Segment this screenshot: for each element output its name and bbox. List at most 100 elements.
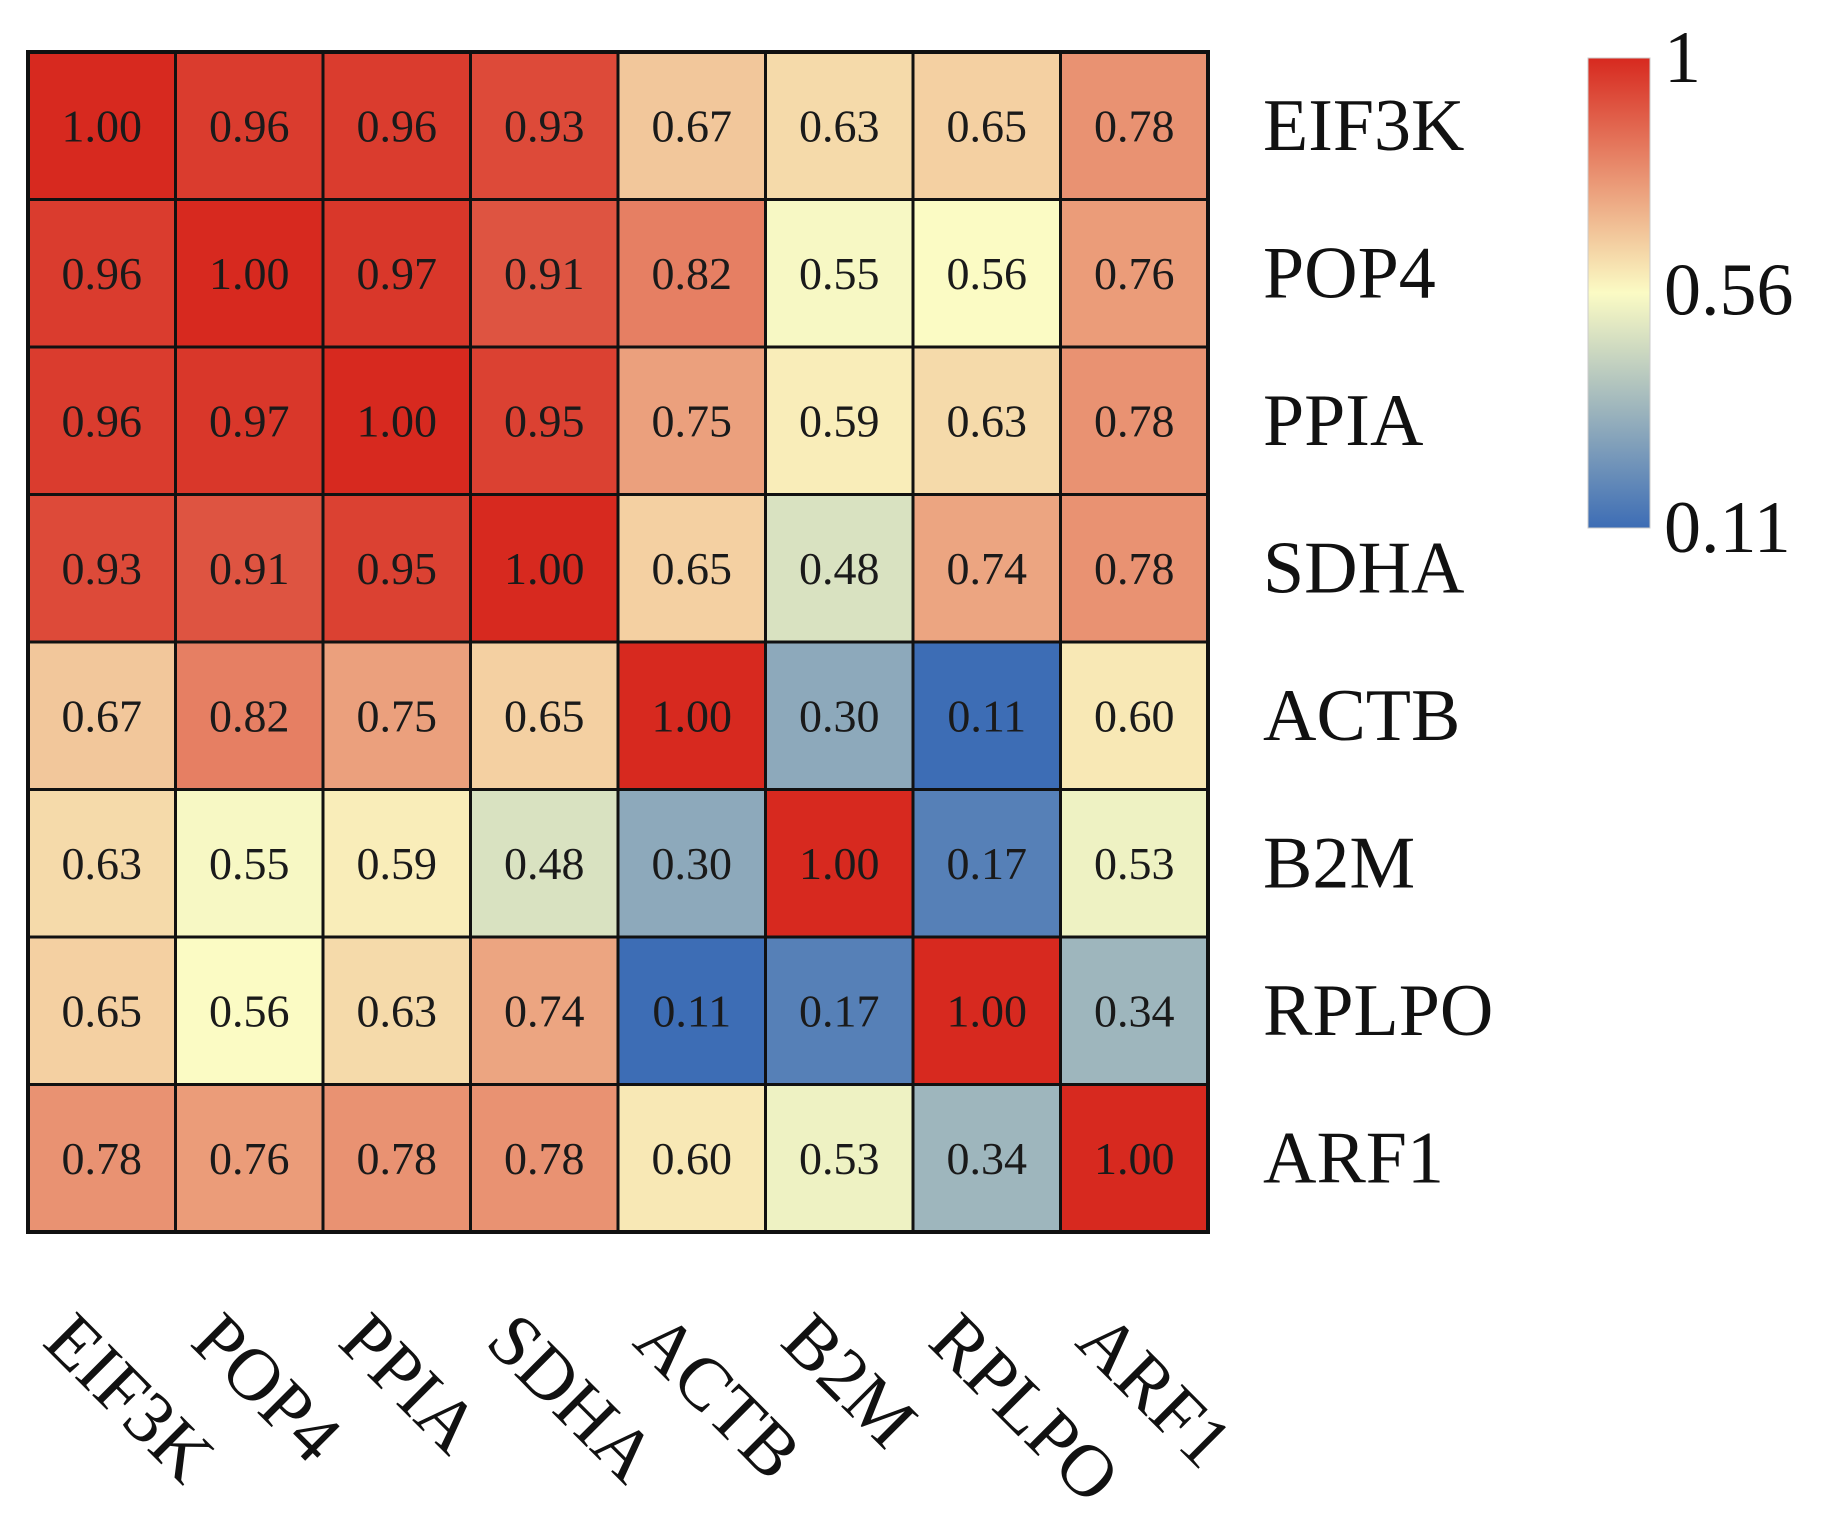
legend-tick-label-mid: 0.56 [1664, 249, 1794, 331]
cell-value-label: 0.55 [209, 838, 290, 889]
row-label-arf1: ARF1 [1263, 1117, 1444, 1199]
cell-value-label: 0.96 [62, 248, 143, 299]
cell-value-label: 0.65 [947, 100, 1028, 151]
cell-value-label: 0.93 [62, 543, 143, 594]
heatmap-cell-ppia-pop4 [174, 345, 325, 496]
heatmap-cell-rplpo-b2m [764, 935, 915, 1086]
heatmap-cell-arf1-arf1 [1059, 1083, 1210, 1234]
heatmap-cell-sdha-sdha [469, 493, 620, 644]
cell-value-label: 0.96 [62, 395, 143, 446]
cell-value-label: 0.78 [1094, 100, 1175, 151]
cell-value-label: 0.59 [799, 395, 880, 446]
cell-value-label: 0.59 [357, 838, 438, 889]
cell-value-label: 0.30 [652, 838, 733, 889]
heatmap-cell-rplpo-pop4 [174, 935, 325, 1086]
heatmap-border [26, 50, 1210, 1234]
color-scale-bar [1587, 57, 1651, 529]
color-scale-legend: 1 0.56 0.11 [1587, 17, 1794, 569]
heatmap-cell-eif3k-pop4 [174, 50, 325, 201]
heatmap-cell-rplpo-eif3k [26, 935, 177, 1086]
cell-value-label: 0.56 [947, 248, 1028, 299]
cell-value-label: 0.65 [504, 690, 585, 741]
heatmap-cell-sdha-actb [616, 493, 767, 644]
heatmap-cell-rplpo-actb [616, 935, 767, 1086]
column-label-sdha: SDHA [472, 1298, 672, 1498]
legend-tick-label-max: 1 [1664, 17, 1701, 99]
heatmap-cell-actb-rplpo [911, 640, 1062, 791]
cell-value-label: 0.65 [652, 543, 733, 594]
heatmap-cell-rplpo-ppia [321, 935, 472, 1086]
heatmap-cell-pop4-sdha [469, 198, 620, 349]
column-label-ppia: PPIA [324, 1298, 495, 1469]
cell-value-label: 0.96 [209, 100, 290, 151]
heatmap-cell-ppia-ppia [321, 345, 472, 496]
cell-value-label: 0.96 [357, 100, 438, 151]
heatmap-cell-ppia-b2m [764, 345, 915, 496]
cell-value-label: 0.95 [357, 543, 438, 594]
cell-value-label: 1.00 [1094, 1133, 1175, 1184]
cell-value-label: 0.74 [947, 543, 1028, 594]
cell-value-label: 0.91 [209, 543, 290, 594]
row-label-pop4: POP4 [1263, 232, 1436, 314]
heatmap-cell-pop4-arf1 [1059, 198, 1210, 349]
row-label-actb: ACTB [1263, 675, 1460, 757]
heatmap-cell-eif3k-eif3k [26, 50, 177, 201]
cell-value-label: 0.91 [504, 248, 585, 299]
cell-value-label: 0.11 [652, 985, 731, 1036]
cell-value-label: 0.67 [62, 690, 143, 741]
cell-value-label: 1.00 [652, 690, 733, 741]
cell-value-label: 0.30 [799, 690, 880, 741]
cell-value-label: 1.00 [799, 838, 880, 889]
column-label-eif3k: EIF3K [29, 1298, 229, 1498]
cell-value-label: 0.78 [1094, 395, 1175, 446]
cell-value-label: 0.76 [1094, 248, 1175, 299]
heatmap-cell-eif3k-arf1 [1059, 50, 1210, 201]
row-labels: EIF3K POP4 PPIA SDHA ACTB B2M RPLPO ARF1 [1263, 85, 1493, 1200]
cell-value-label: 0.48 [504, 838, 585, 889]
heatmap-cell-pop4-pop4 [174, 198, 325, 349]
heatmap-cell-pop4-b2m [764, 198, 915, 349]
cell-value-label: 0.82 [652, 248, 733, 299]
heatmap-cell-b2m-pop4 [174, 788, 325, 939]
heatmap-cell-arf1-actb [616, 1083, 767, 1234]
cell-value-label: 0.56 [209, 985, 290, 1036]
heatmap-cell-arf1-ppia [321, 1083, 472, 1234]
column-label-actb: ACTB [619, 1298, 817, 1496]
heatmap-cell-sdha-rplpo [911, 493, 1062, 644]
row-label-eif3k: EIF3K [1263, 85, 1464, 167]
heatmap-cell-b2m-rplpo [911, 788, 1062, 939]
cell-value-label: 0.97 [357, 248, 438, 299]
cell-value-label: 0.17 [799, 985, 880, 1036]
cell-value-label: 0.17 [947, 838, 1028, 889]
heatmap-cell-sdha-ppia [321, 493, 472, 644]
cell-value-label: 0.78 [62, 1133, 143, 1184]
cell-value-label: 0.97 [209, 395, 290, 446]
cell-value-label: 1.00 [209, 248, 290, 299]
cell-value-label: 0.78 [1094, 543, 1175, 594]
cell-value-label: 1.00 [947, 985, 1028, 1036]
row-label-rplpo: RPLPO [1263, 970, 1493, 1052]
cell-value-label: 0.74 [504, 985, 585, 1036]
cell-value-label: 1.00 [504, 543, 585, 594]
cell-value-label: 0.95 [504, 395, 585, 446]
cell-value-label: 0.63 [62, 838, 143, 889]
cell-value-label: 0.76 [209, 1133, 290, 1184]
heatmap-cell-actb-arf1 [1059, 640, 1210, 791]
cell-value-label: 0.60 [1094, 690, 1175, 741]
heatmap-cell-ppia-rplpo [911, 345, 1062, 496]
heatmap-cells [26, 50, 1210, 1234]
cell-value-label: 0.78 [357, 1133, 438, 1184]
heatmap-cell-actb-actb [616, 640, 767, 791]
cell-value-label: 0.75 [357, 690, 438, 741]
cell-value-label: 0.82 [209, 690, 290, 741]
heatmap-cell-rplpo-arf1 [1059, 935, 1210, 1086]
cell-value-label: 0.63 [799, 100, 880, 151]
cell-value-label: 0.78 [504, 1133, 585, 1184]
cell-value-label: 0.53 [1094, 838, 1175, 889]
cell-value-label: 0.63 [947, 395, 1028, 446]
heatmap-cell-eif3k-b2m [764, 50, 915, 201]
heatmap-cell-b2m-actb [616, 788, 767, 939]
cell-value-label: 0.34 [947, 1133, 1028, 1184]
